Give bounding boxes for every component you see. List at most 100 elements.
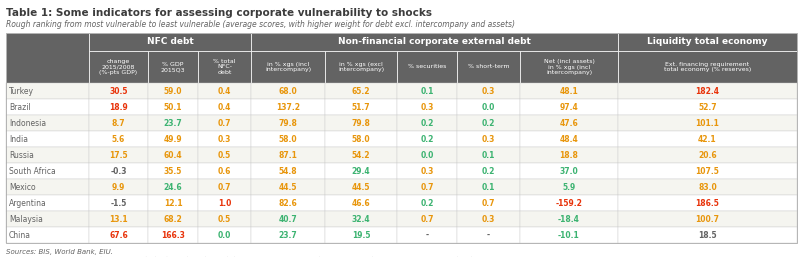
Bar	[325, 227, 396, 243]
Text: 107.5: 107.5	[695, 167, 719, 176]
Bar	[456, 51, 520, 83]
Text: -0.3: -0.3	[110, 167, 127, 176]
Bar	[520, 147, 618, 163]
Text: 54.8: 54.8	[278, 167, 297, 176]
Text: Table 1: Some indicators for assessing corporate vulnerability to shocks: Table 1: Some indicators for assessing c…	[6, 8, 431, 18]
Text: 0.3: 0.3	[419, 103, 433, 112]
Text: 24.6: 24.6	[164, 182, 182, 191]
Bar	[6, 33, 89, 83]
Text: 17.5: 17.5	[109, 151, 128, 160]
Bar	[456, 115, 520, 131]
Text: 20.6: 20.6	[697, 151, 716, 160]
Text: 0.3: 0.3	[481, 87, 495, 96]
Text: 67.6: 67.6	[109, 231, 128, 240]
Text: 65.2: 65.2	[351, 87, 370, 96]
Bar	[456, 83, 520, 99]
Text: 0.7: 0.7	[419, 215, 433, 224]
Text: 40.7: 40.7	[278, 215, 297, 224]
Bar	[618, 99, 796, 115]
Text: 0.1: 0.1	[419, 87, 433, 96]
Text: 0.0: 0.0	[217, 231, 231, 240]
Text: 1.0: 1.0	[217, 198, 231, 207]
Bar	[89, 211, 148, 227]
Bar	[89, 227, 148, 243]
Text: 13.1: 13.1	[109, 215, 128, 224]
Text: 9.9: 9.9	[111, 182, 125, 191]
Bar	[520, 131, 618, 147]
Bar	[148, 211, 198, 227]
Text: Brazil: Brazil	[9, 103, 30, 112]
Text: 0.6: 0.6	[217, 167, 231, 176]
Bar	[6, 211, 89, 227]
Bar	[148, 147, 198, 163]
Bar	[325, 179, 396, 195]
Bar	[148, 227, 198, 243]
Bar	[251, 131, 325, 147]
Bar	[198, 179, 251, 195]
Bar	[396, 227, 456, 243]
Text: -: -	[486, 231, 489, 240]
Text: 58.0: 58.0	[278, 134, 297, 143]
Text: 60.4: 60.4	[164, 151, 182, 160]
Bar	[325, 51, 396, 83]
Text: 166.3: 166.3	[161, 231, 184, 240]
Text: 50.1: 50.1	[164, 103, 182, 112]
Bar	[618, 51, 796, 83]
Text: 0.3: 0.3	[481, 215, 495, 224]
Bar	[618, 195, 796, 211]
Text: -: -	[425, 231, 428, 240]
Text: 79.8: 79.8	[278, 118, 297, 127]
Bar	[325, 211, 396, 227]
Text: South Africa: South Africa	[9, 167, 55, 176]
Text: 0.7: 0.7	[217, 118, 231, 127]
Text: 18.9: 18.9	[109, 103, 128, 112]
Bar	[520, 195, 618, 211]
Bar	[520, 163, 618, 179]
Bar	[89, 33, 251, 51]
Bar	[396, 51, 456, 83]
Bar	[148, 99, 198, 115]
Text: 0.7: 0.7	[217, 182, 231, 191]
Bar	[396, 211, 456, 227]
Bar	[198, 227, 251, 243]
Bar	[89, 51, 148, 83]
Text: 5.9: 5.9	[561, 182, 575, 191]
Text: 0.5: 0.5	[217, 151, 231, 160]
Bar	[6, 33, 796, 243]
Text: Argentina: Argentina	[9, 198, 47, 207]
Text: Mexico: Mexico	[9, 182, 35, 191]
Text: Net (incl assets)
in % xgs (incl
intercompany): Net (incl assets) in % xgs (incl interco…	[543, 59, 593, 75]
Bar	[89, 163, 148, 179]
Bar	[251, 211, 325, 227]
Text: 19.5: 19.5	[351, 231, 370, 240]
Bar	[251, 163, 325, 179]
Bar	[251, 33, 618, 51]
Bar	[325, 147, 396, 163]
Text: Liquidity total economy: Liquidity total economy	[646, 38, 767, 47]
Bar	[456, 227, 520, 243]
Bar	[325, 131, 396, 147]
Bar	[6, 195, 89, 211]
Bar	[520, 179, 618, 195]
Text: 0.2: 0.2	[419, 198, 433, 207]
Text: change
2015/2008
(%-pts GDP): change 2015/2008 (%-pts GDP)	[99, 59, 137, 75]
Text: % total
NFC-
debt: % total NFC- debt	[213, 59, 236, 75]
Bar	[456, 195, 520, 211]
Text: % short-term: % short-term	[468, 65, 508, 69]
Text: 0.2: 0.2	[481, 167, 495, 176]
Bar	[198, 99, 251, 115]
Bar	[520, 83, 618, 99]
Bar	[89, 99, 148, 115]
Bar	[198, 51, 251, 83]
Text: 30.5: 30.5	[109, 87, 128, 96]
Bar	[456, 147, 520, 163]
Text: in % xgs (excl
intercompany): in % xgs (excl intercompany)	[338, 62, 383, 72]
Bar	[325, 83, 396, 99]
Text: 49.9: 49.9	[164, 134, 182, 143]
Text: 68.2: 68.2	[164, 215, 182, 224]
Text: 97.4: 97.4	[559, 103, 577, 112]
Bar	[396, 147, 456, 163]
Text: 0.3: 0.3	[419, 167, 433, 176]
Bar	[618, 131, 796, 147]
Text: 0.0: 0.0	[419, 151, 433, 160]
